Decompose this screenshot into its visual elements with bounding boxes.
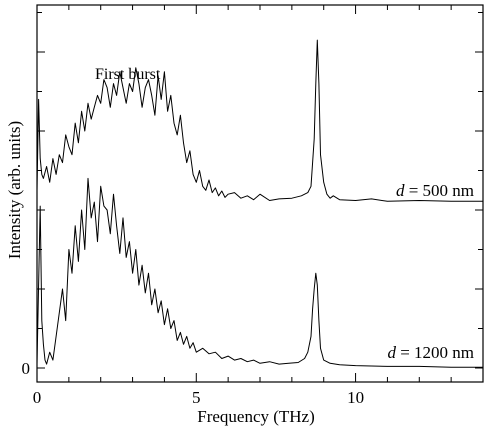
series-label-500nm: d = 500 nm: [396, 181, 474, 200]
y-axis-label: Intensity (arb. units): [5, 121, 24, 259]
annotation-first-burst: First burst: [95, 66, 161, 83]
series-lines: [36, 39, 483, 368]
axis-tick-labels: 0 5 10 0: [22, 359, 365, 407]
series-label-1200nm: d = 1200 nm: [387, 343, 474, 362]
x-tick-label: 10: [347, 388, 364, 407]
series-line-1: [36, 177, 483, 368]
x-tick-label: 5: [192, 388, 201, 407]
x-axis-label: Frequency (THz): [197, 407, 315, 426]
x-tick-label: 0: [33, 388, 42, 407]
series-line-0: [36, 39, 483, 202]
y-tick-label: 0: [22, 359, 31, 378]
